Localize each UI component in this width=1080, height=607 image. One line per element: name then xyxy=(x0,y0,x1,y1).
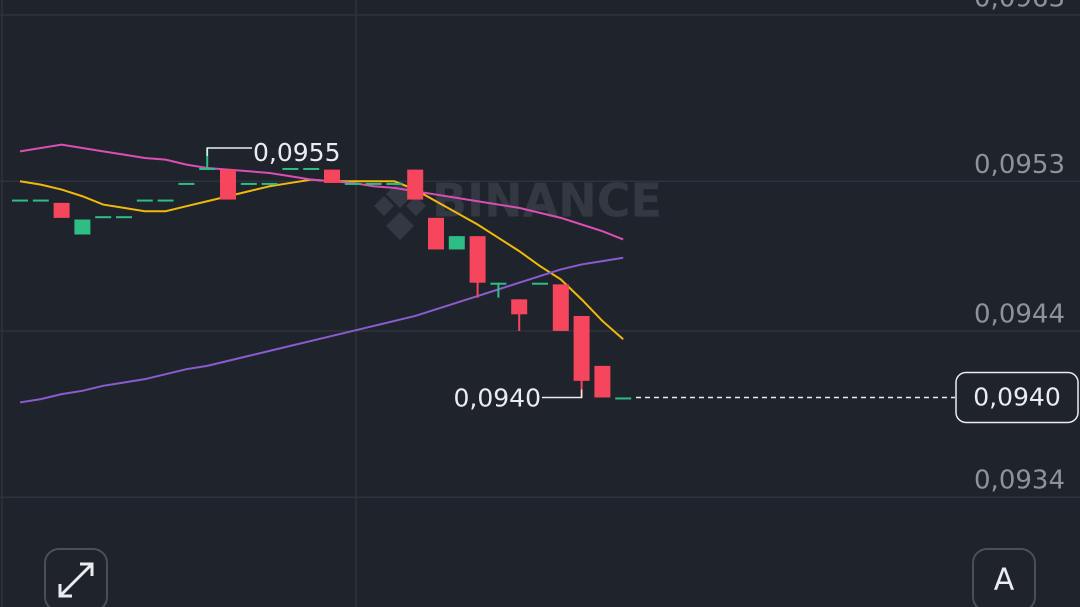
candle-body xyxy=(615,397,632,400)
y-tick-label: 0,0944 xyxy=(974,299,1065,329)
candle-body xyxy=(511,299,528,315)
moving-average-line xyxy=(19,256,624,404)
candle-body xyxy=(324,169,340,183)
candle-body xyxy=(157,199,174,202)
annotation-leader xyxy=(206,147,252,157)
y-tick-label: 0,0934 xyxy=(974,466,1065,496)
candle-body xyxy=(116,216,132,219)
candle-body xyxy=(136,199,153,202)
expand-icon[interactable] xyxy=(58,562,94,598)
low-label: 0,0940 xyxy=(454,383,541,412)
candle-body xyxy=(220,169,236,200)
candle-body xyxy=(407,169,424,200)
candle-body xyxy=(573,315,590,381)
candle-body xyxy=(95,216,112,219)
expand-button-frame[interactable] xyxy=(44,548,108,607)
auto-button-frame[interactable] xyxy=(972,548,1036,607)
candle-body xyxy=(74,219,91,235)
candle-body xyxy=(240,182,257,185)
candle-body xyxy=(469,236,486,283)
candle-body xyxy=(199,167,216,170)
candle-body xyxy=(490,282,507,285)
auto-button[interactable]: A xyxy=(972,548,1036,607)
y-tick-label: 0,0963 xyxy=(974,0,1065,13)
candle-body xyxy=(448,236,465,250)
candle-body xyxy=(282,167,299,170)
candle-body xyxy=(532,282,548,285)
y-tick-label: 0,0953 xyxy=(974,150,1065,180)
candle-body xyxy=(428,217,444,250)
candle-body xyxy=(261,182,278,185)
candle-body xyxy=(12,199,28,202)
high-label: 0,0955 xyxy=(253,138,340,167)
current-price-badge xyxy=(955,371,1079,424)
candle-body xyxy=(365,182,382,185)
candle-body xyxy=(178,182,195,185)
annotation-leader xyxy=(542,389,583,399)
plot: 0,0963 0,0953 0,0944 0,0934 0,0955 0,0940 0,09… xyxy=(0,0,1080,498)
candle-body xyxy=(386,182,403,185)
candle-body xyxy=(32,199,49,202)
candle-body xyxy=(552,284,569,331)
candle-body xyxy=(594,365,611,398)
candle-body xyxy=(53,202,70,218)
auto-button-label[interactable]: A xyxy=(994,563,1015,598)
expand-button[interactable] xyxy=(44,548,108,607)
candle-body xyxy=(344,182,361,185)
current-price-label: 0,0940 xyxy=(973,382,1060,411)
candle-body xyxy=(303,167,320,170)
moving-average-line xyxy=(19,143,624,241)
